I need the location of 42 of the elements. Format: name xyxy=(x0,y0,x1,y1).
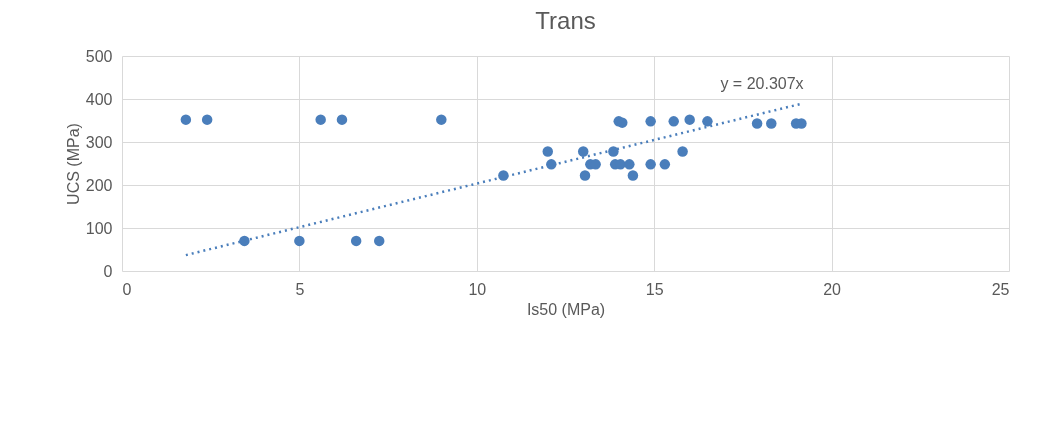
point xyxy=(668,116,679,127)
y-tick-label: 400 xyxy=(85,90,113,108)
point xyxy=(645,159,656,170)
point xyxy=(766,118,777,129)
point xyxy=(684,114,695,125)
point xyxy=(608,146,619,157)
point xyxy=(542,146,553,157)
point xyxy=(617,117,628,128)
point xyxy=(751,118,763,129)
x-tick-label: 0 xyxy=(122,280,132,298)
point xyxy=(336,114,348,125)
point xyxy=(180,114,192,125)
x-tick-label: 10 xyxy=(468,280,487,298)
x-tick-label: 25 xyxy=(991,280,1010,298)
point xyxy=(702,116,713,127)
point xyxy=(659,159,671,170)
y-tick-label: 500 xyxy=(85,47,113,65)
y-tick-label: 300 xyxy=(85,133,113,151)
point xyxy=(436,114,447,125)
point xyxy=(373,235,385,247)
point xyxy=(350,235,362,247)
x-axis-title: Is50 (MPa) xyxy=(526,300,606,318)
y-axis-title: UCS (MPa) xyxy=(64,123,82,205)
point xyxy=(239,235,250,247)
chart-title: Trans xyxy=(535,7,596,34)
point xyxy=(627,170,639,181)
point xyxy=(624,159,635,170)
x-tick-label: 20 xyxy=(823,280,842,298)
x-tick-label: 5 xyxy=(295,280,305,298)
y-tick-label: 0 xyxy=(103,262,113,280)
x-tick-label: 15 xyxy=(645,280,664,298)
point xyxy=(578,146,589,157)
point xyxy=(498,170,509,181)
y-tick-label: 200 xyxy=(85,176,113,194)
annotation: y = 20.307x xyxy=(720,75,804,92)
point xyxy=(677,146,688,157)
point xyxy=(645,116,656,127)
point xyxy=(315,114,326,125)
y-tick-label: 100 xyxy=(85,219,113,237)
point xyxy=(201,114,213,125)
point xyxy=(579,170,591,181)
point xyxy=(294,235,305,247)
